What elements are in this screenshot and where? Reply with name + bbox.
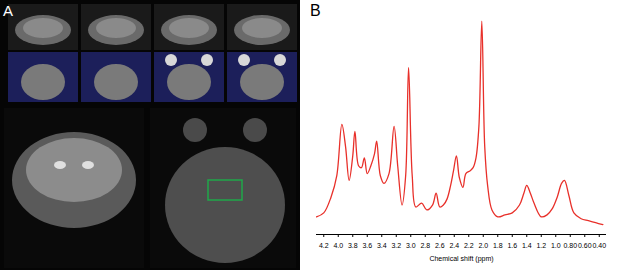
svg-text:1.4: 1.4	[522, 242, 532, 249]
svg-text:3.8: 3.8	[348, 242, 358, 249]
svg-text:0.40: 0.40	[592, 242, 606, 249]
svg-text:2.6: 2.6	[435, 242, 445, 249]
svg-text:2.0: 2.0	[478, 242, 488, 249]
svg-text:4.0: 4.0	[333, 242, 343, 249]
svg-text:4.2: 4.2	[319, 242, 329, 249]
svg-text:2.2: 2.2	[464, 242, 474, 249]
svg-text:3.0: 3.0	[406, 242, 416, 249]
svg-text:0.80: 0.80	[563, 242, 577, 249]
svg-text:3.4: 3.4	[377, 242, 387, 249]
svg-text:3.2: 3.2	[391, 242, 401, 249]
svg-text:3.6: 3.6	[362, 242, 372, 249]
svg-text:2.4: 2.4	[449, 242, 459, 249]
svg-text:0.60: 0.60	[578, 242, 592, 249]
svg-text:1.6: 1.6	[507, 242, 517, 249]
svg-text:1.2: 1.2	[536, 242, 546, 249]
svg-text:2.8: 2.8	[420, 242, 430, 249]
svg-text:Chemical shift (ppm): Chemical shift (ppm)	[429, 255, 493, 263]
html-text:B: B	[310, 2, 321, 19]
svg-text:A: A	[3, 2, 13, 19]
svg-text:1.0: 1.0	[551, 242, 561, 249]
svg-text:1.8: 1.8	[493, 242, 503, 249]
